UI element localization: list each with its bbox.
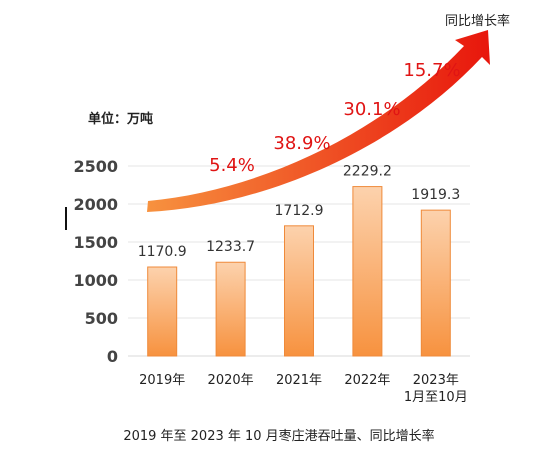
growth-arrow: 5.4% 38.9% 30.1%15.7%	[147, 30, 490, 212]
value-label: 2229.2	[343, 164, 392, 180]
growth-label: 30.1%	[343, 99, 400, 120]
y-tick-label: 1000	[73, 271, 118, 290]
y-tick-label: 2500	[73, 157, 118, 176]
value-label: 1233.7	[206, 239, 255, 255]
x-tick-label: 2021年	[276, 373, 322, 388]
trend-arrow	[147, 30, 490, 212]
x-tick-label: 2019年	[139, 373, 185, 388]
y-tick-label: 2000	[73, 195, 118, 214]
value-label: 1919.3	[411, 187, 460, 203]
bars: 1170.9 1233.7 1712.9 2229.2 1919.3	[138, 164, 460, 357]
y-axis: 0 500 1000 1500 2000 2500	[65, 157, 118, 366]
growth-label: 5.4%	[209, 155, 255, 176]
value-label: 1170.9	[138, 244, 187, 260]
x-tick-label: 2022年	[344, 373, 390, 388]
x-axis: 2019年 2020年 2021年 2022年 2023年 1月至10月	[139, 373, 468, 405]
bar	[420, 209, 451, 357]
bar	[147, 266, 178, 357]
x-tick-label: 1月至10月	[404, 390, 468, 405]
growth-label: 38.9%	[273, 133, 330, 154]
y-tick-label: 500	[85, 309, 118, 328]
growth-label: 15.7%	[403, 60, 460, 81]
bar	[352, 186, 383, 357]
value-label: 1712.9	[275, 203, 324, 219]
unit-label: 单位：万吨	[88, 112, 154, 127]
x-tick-label: 2023年	[413, 373, 459, 388]
y-tick-label: 0	[107, 347, 118, 366]
y-tick-label: 1500	[73, 233, 118, 252]
bar	[284, 225, 314, 357]
chart-caption: 2019 年至 2023 年 10 月枣庄港吞吐量、同比增长率	[123, 429, 435, 444]
x-tick-label: 2020年	[208, 373, 254, 388]
growth-rate-label: 同比增长率	[445, 14, 511, 29]
bar	[215, 261, 246, 357]
